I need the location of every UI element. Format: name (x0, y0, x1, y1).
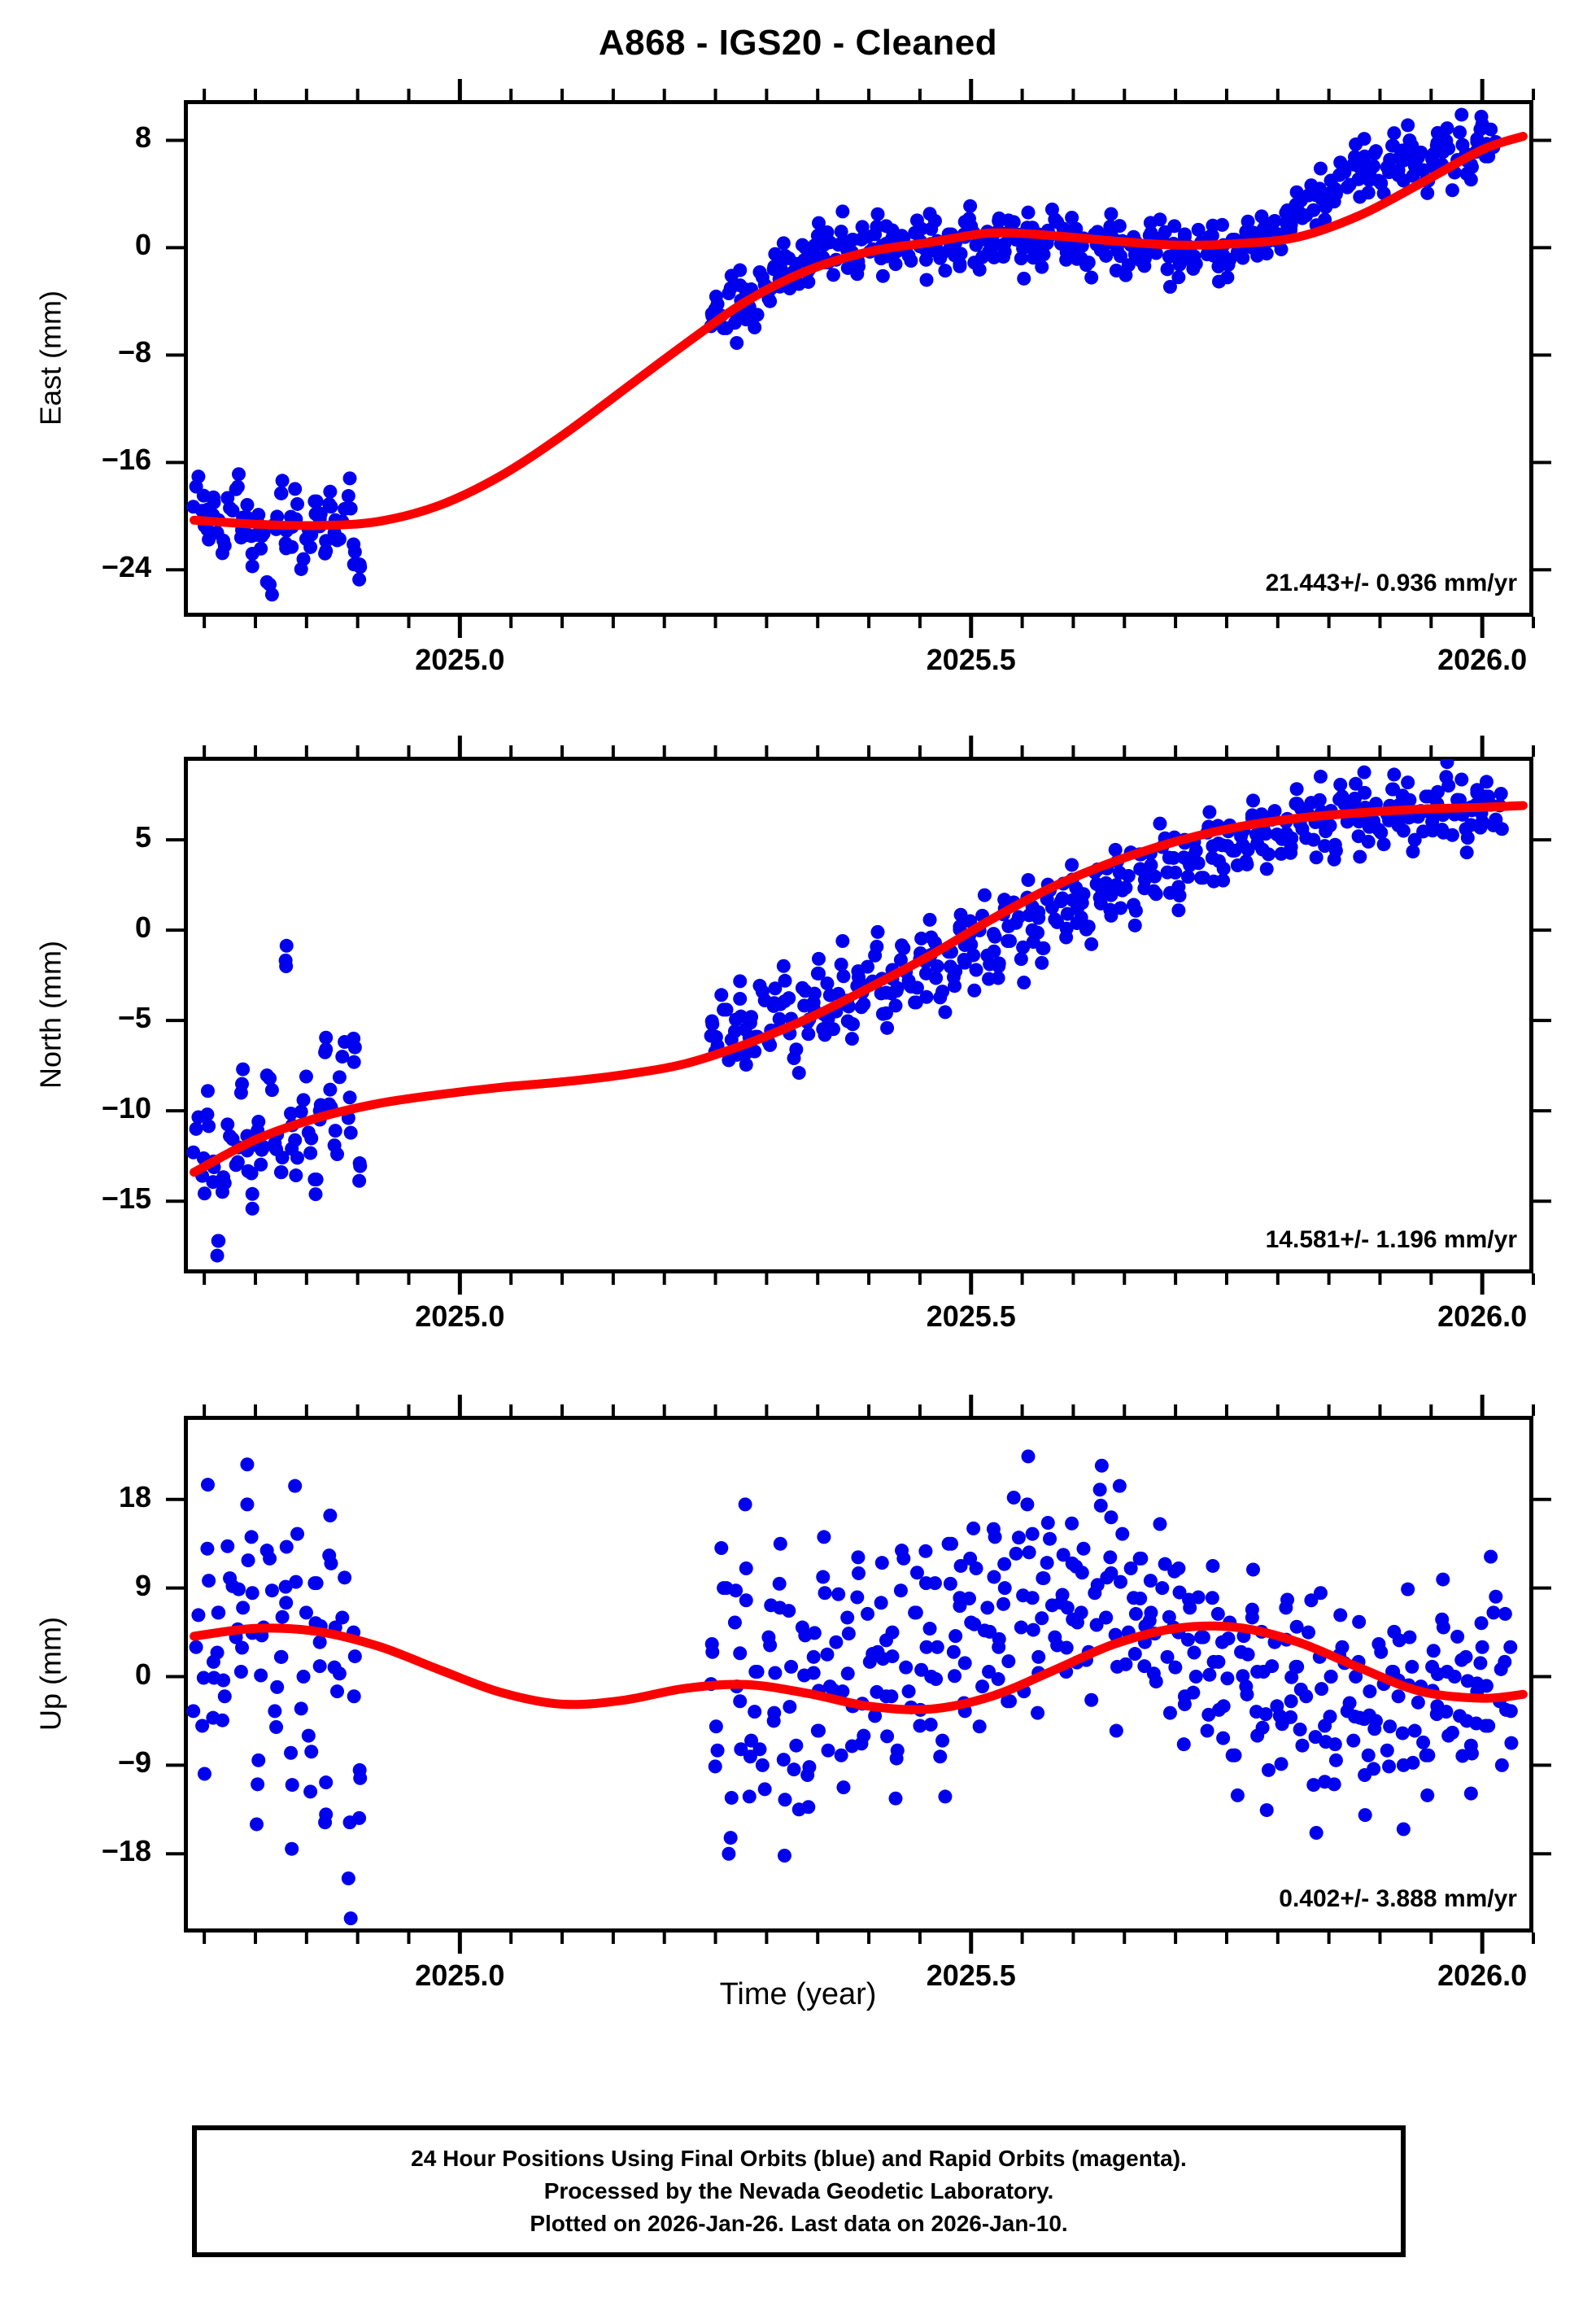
x-tick-label-north-0: 2025.0 (415, 1299, 505, 1333)
y-tick-label-east-4: −24 (101, 550, 151, 584)
y-tick-label-east-2: −8 (117, 335, 151, 369)
y-tick-label-east-3: −16 (101, 443, 151, 477)
y-tick-label-up-1: 9 (134, 1568, 151, 1602)
x-tick-label-up-1: 2025.5 (926, 1959, 1016, 1992)
y-tick-label-east-0: 8 (134, 120, 151, 155)
y-tick-label-north-1: 0 (134, 911, 151, 945)
rate-annotation-north: 14.581+/- 1.196 mm/yr (1265, 1226, 1517, 1253)
caption-line-0: 24 Hour Positions Using Final Orbits (bl… (411, 2146, 1187, 2172)
y-tick-label-up-4: −18 (101, 1834, 151, 1868)
page-title: A868 - IGS20 - Cleaned (598, 23, 998, 63)
plot-frame-up (184, 1416, 1533, 1933)
rate-annotation-up: 0.402+/- 3.888 mm/yr (1279, 1885, 1517, 1912)
y-tick-label-east-1: 0 (134, 228, 151, 262)
y-tick-label-north-2: −5 (117, 1001, 151, 1035)
caption-line-2: Plotted on 2026-Jan-26. Last data on 202… (530, 2210, 1068, 2236)
y-tick-label-up-3: −9 (117, 1745, 151, 1780)
y-tick-label-north-0: 5 (134, 820, 151, 854)
x-tick-label-north-2: 2026.0 (1437, 1299, 1528, 1333)
y-tick-label-up-0: 18 (118, 1479, 151, 1513)
x-tick-label-north-1: 2025.5 (926, 1299, 1016, 1333)
x-tick-label-east-2: 2026.0 (1437, 643, 1528, 676)
y-tick-label-north-3: −10 (101, 1091, 151, 1125)
x-tick-label-east-0: 2025.0 (415, 643, 505, 676)
y-tick-label-north-4: −15 (101, 1181, 151, 1216)
x-tick-label-up-0: 2025.0 (415, 1959, 505, 1992)
x-tick-label-up-2: 2026.0 (1437, 1959, 1528, 1992)
y-axis-label-up: Up (mm) (33, 1616, 67, 1731)
caption-box: 24 Hour Positions Using Final Orbits (bl… (192, 2125, 1406, 2257)
rate-annotation-east: 21.443+/- 0.936 mm/yr (1265, 570, 1517, 596)
x-axis-label: Time (year) (719, 1977, 877, 2011)
x-tick-label-east-1: 2025.5 (926, 643, 1016, 676)
y-tick-label-up-2: 0 (134, 1657, 151, 1691)
caption-line-1: Processed by the Nevada Geodetic Laborat… (543, 2178, 1054, 2204)
